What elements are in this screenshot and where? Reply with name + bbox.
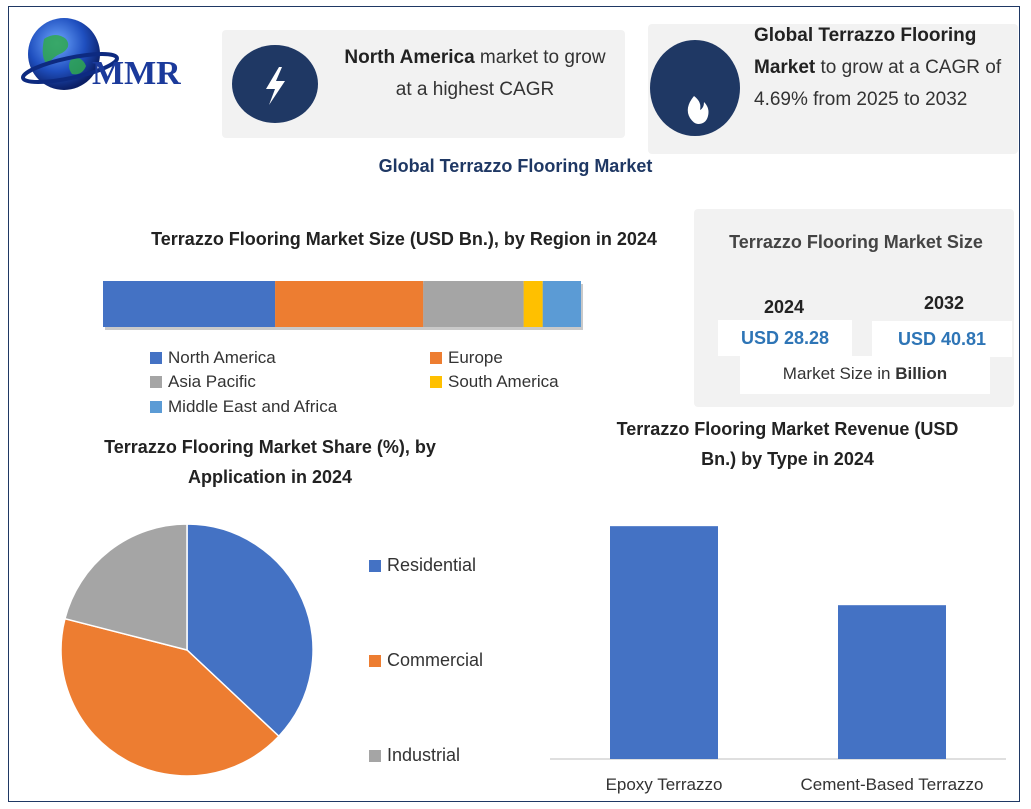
region-bar-segment-south-america [523,281,543,327]
region-bar-segment-north-america [103,281,276,327]
flame-icon [687,96,709,124]
globe-icon [28,18,100,90]
region-bar-segment-middle-east-and-africa [542,281,581,327]
highlight-2-rest: to grow at a CAGR of 4.69% from 2025 to … [754,57,1002,110]
highlight-icon-circle-2 [650,40,740,136]
legend-swatch [150,352,162,364]
region-chart-title: Terrazzo Flooring Market Size (USD Bn.),… [151,229,657,249]
legend-label: Industrial [387,745,461,765]
market-size-year-2032: 2032 [924,293,965,313]
legend-swatch [369,654,381,667]
legend-swatch [369,559,381,572]
type-bar-chart: Epoxy Terrazzo Cement-Based Terrazzo [550,526,1006,794]
legend-swatch [150,376,162,388]
type-tick-label-epoxy-terrazzo: Epoxy Terrazzo [606,775,723,794]
highlight-text-2: Global Terrazzo Flooring Market to grow … [754,20,1016,116]
mmr-logo: MMR [21,18,181,92]
legend-label: South America [448,372,559,391]
highlight-1-bold: North America [344,47,475,68]
lightning-icon [266,67,285,105]
application-pie-chart [60,523,314,777]
legend-label: Middle East and Africa [168,397,338,416]
region-bar-segment-asia-pacific [423,281,524,327]
main-title: Global Terrazzo Flooring Market [378,156,653,176]
pie-slice-residential [186,523,314,738]
legend-label: North America [168,348,276,367]
market-size-unit-prefix: Market Size in [782,364,896,383]
legend-label: Europe [448,348,503,367]
market-size-unit-bold: Billion [895,364,948,383]
market-size-unit: Market Size in Billion [740,356,990,394]
type-bar-cement-based-terrazzo [838,605,946,759]
market-size-year-2024: 2024 [764,297,805,317]
type-bar-epoxy-terrazzo [610,526,718,759]
application-legend-commercial: Commercial [369,650,483,671]
market-size-title: Terrazzo Flooring Market Size [729,232,983,252]
region-legend-middle-east-and-africa: Middle East and Africa [150,397,337,417]
type-chart-title: Terrazzo Flooring Market Revenue (USD Bn… [616,419,959,469]
application-legend-residential: Residential [369,555,476,576]
application-legend-industrial: Industrial [369,745,460,766]
market-size-value-2032: USD 40.81 [872,321,1012,357]
legend-swatch [430,352,442,364]
application-chart-title: Terrazzo Flooring Market Share (%), by A… [104,437,436,487]
highlight-2-bold: Global Terrazzo Flooring Market [754,25,977,78]
logo-text: MMR [92,55,181,92]
pie-slice-industrial [64,523,188,651]
legend-label: Residential [387,555,477,575]
region-legend-asia-pacific: Asia Pacific [150,372,256,392]
legend-swatch [430,376,442,388]
region-bar-segment-europe [275,281,424,327]
region-legend-south-america: South America [430,372,559,392]
market-size-value-2024: USD 28.28 [718,320,852,356]
region-legend-north-america: North America [150,348,276,368]
legend-label: Asia Pacific [168,372,256,391]
region-stacked-bar-chart [103,281,583,330]
type-tick-label-cement-based-terrazzo: Cement-Based Terrazzo [801,775,984,794]
highlight-1-rest: market to grow at a highest CAGR [395,47,606,100]
highlight-icon-circle-1 [232,45,318,123]
legend-label: Commercial [387,650,484,670]
legend-swatch [369,749,381,762]
legend-swatch [150,401,162,413]
highlight-text-1: North America market to grow at a highes… [335,42,615,106]
pie-slice-commercial [60,617,280,777]
region-legend-europe: Europe [430,348,503,368]
